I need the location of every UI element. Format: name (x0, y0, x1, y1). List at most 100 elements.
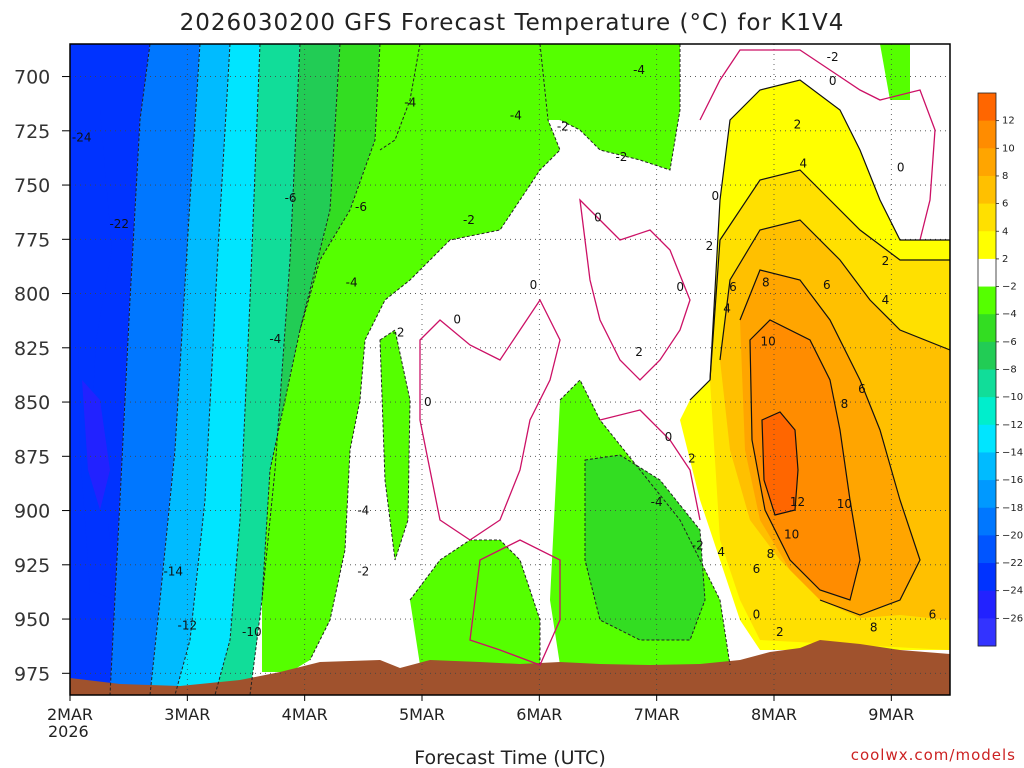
y-tick-label: 950 (14, 609, 50, 631)
contour-label: 2 (688, 451, 696, 465)
contour-label: -4 (346, 276, 358, 290)
negative-contours (109, 44, 731, 695)
x-tick-label: 9MAR (868, 705, 914, 724)
x-axis-label: Forecast Time (UTC) (414, 747, 605, 768)
contour-label: 6 (729, 280, 737, 294)
colorbar-swatch (978, 341, 996, 370)
zero-contours (419, 49, 936, 666)
contour-label: -2 (827, 50, 839, 64)
y-tick-label: 875 (14, 446, 50, 468)
contour-label: -2 (557, 119, 569, 133)
colorbar-label: −2 (1002, 282, 1017, 293)
contour-label: 4 (882, 293, 890, 307)
contour-label: -6 (355, 200, 367, 214)
colorbar-swatch (978, 480, 996, 509)
contour-label: -2 (615, 150, 627, 164)
contour-label: 0 (594, 211, 602, 225)
positive-contours (689, 79, 950, 616)
colorbar-swatch (978, 175, 996, 205)
contour-labels: -24-22-14-12 -10-6-6-4-4-4-4-4-4-4-2-2-2-… (72, 50, 936, 639)
y-tick-label: 850 (14, 392, 50, 414)
colorbar-label: 2 (1002, 254, 1008, 265)
chart-title: 2026030200 GFS Forecast Temperature (°C)… (180, 10, 845, 36)
contour-label: 6 (753, 562, 761, 576)
colorbar-swatch (978, 535, 996, 564)
colorbar-label: −12 (1002, 420, 1023, 431)
contour-label: 8 (767, 547, 775, 561)
contour-label: 4 (723, 302, 731, 316)
colorbar: 12 10 8 6 4 2 −2 −4 −6 −8 −10 −12 −14 −16 −18 −20 −22 −24… (977, 92, 1023, 647)
contour-label: 2 (635, 345, 643, 359)
colorbar-label: 6 (1002, 199, 1008, 210)
contour-label: 2 (882, 254, 890, 268)
contour-label: 0 (829, 74, 837, 88)
terrain (70, 640, 950, 695)
contour-label: -4 (269, 332, 281, 346)
colorbar-label: −4 (1002, 309, 1017, 320)
contour-label: 10 (784, 527, 799, 541)
contour-label: -2 (463, 213, 475, 227)
colorbar-swatch (978, 424, 996, 453)
colorbar-label: 12 (1002, 116, 1015, 127)
y-tick-label: 700 (14, 67, 50, 89)
contour-label: -24 (72, 130, 92, 144)
y-tick-label: 750 (14, 175, 50, 197)
contour-label: 4 (800, 156, 808, 170)
x-tick-year: 2026 (48, 722, 89, 741)
colorbar-label: −8 (1002, 365, 1017, 376)
colorbar-swatch (978, 452, 996, 481)
colorbar-swatch (978, 286, 996, 315)
colorbar-label: −18 (1002, 503, 1023, 514)
colorbar-swatch (978, 590, 996, 619)
contour-label: 10 (760, 334, 775, 348)
colorbar-swatch (978, 231, 996, 260)
contour-label: 12 (790, 495, 805, 509)
x-tick-label: 6MAR (516, 705, 562, 724)
colorbar-swatch (978, 314, 996, 343)
x-tick-label: 7MAR (634, 705, 680, 724)
colorbar-swatch (978, 93, 996, 122)
colorbar-swatch (978, 203, 996, 232)
colorbar-label: 8 (1002, 171, 1008, 182)
contour-label: 8 (870, 621, 878, 635)
contour-label: 2 (794, 117, 802, 131)
contour-label: 2 (776, 625, 784, 639)
credit-text: coolwx.com/models (851, 746, 1016, 764)
colorbar-label: −24 (1002, 586, 1023, 597)
contour-label: -2 (393, 326, 405, 340)
contour-label: 2 (706, 239, 714, 253)
y-tick-label: 725 (14, 121, 50, 143)
colorbar-label: −26 (1002, 613, 1023, 624)
contour-label: -22 (109, 217, 129, 231)
colorbar-label: −16 (1002, 475, 1023, 486)
gridlines (70, 44, 950, 695)
x-tick-label: 4MAR (282, 705, 328, 724)
contour-label: -2 (692, 538, 704, 552)
contour-label: -4 (651, 495, 663, 509)
colorbar-label: −14 (1002, 447, 1023, 458)
contour-label: 0 (897, 161, 905, 175)
contour-label: 0 (453, 313, 461, 327)
contour-label: 10 (837, 497, 852, 511)
y-tick-label: 900 (14, 501, 50, 523)
contour-label: 6 (858, 382, 866, 396)
colorbar-swatch (978, 507, 996, 536)
contour-label: -2 (357, 564, 369, 578)
y-axis: 700 725 750 775 800 825 850 875 900 925 950 975 (14, 67, 70, 685)
contour-label: 8 (841, 397, 849, 411)
contour-label: -4 (404, 96, 416, 110)
y-tick-label: 975 (14, 663, 50, 685)
contour-label: 0 (530, 278, 538, 292)
contour-label: 8 (762, 276, 770, 290)
contour-label: 0 (424, 395, 432, 409)
contour-label: -4 (510, 109, 522, 123)
x-tick-label: 2MAR (47, 705, 93, 724)
x-tick-label: 3MAR (164, 705, 210, 724)
colorbar-label: −20 (1002, 530, 1023, 541)
contour-label: 0 (712, 189, 720, 203)
colorbar-swatch (978, 397, 996, 426)
contour-label: -4 (633, 63, 645, 77)
y-tick-label: 800 (14, 284, 50, 306)
contour-label: -6 (285, 191, 297, 205)
